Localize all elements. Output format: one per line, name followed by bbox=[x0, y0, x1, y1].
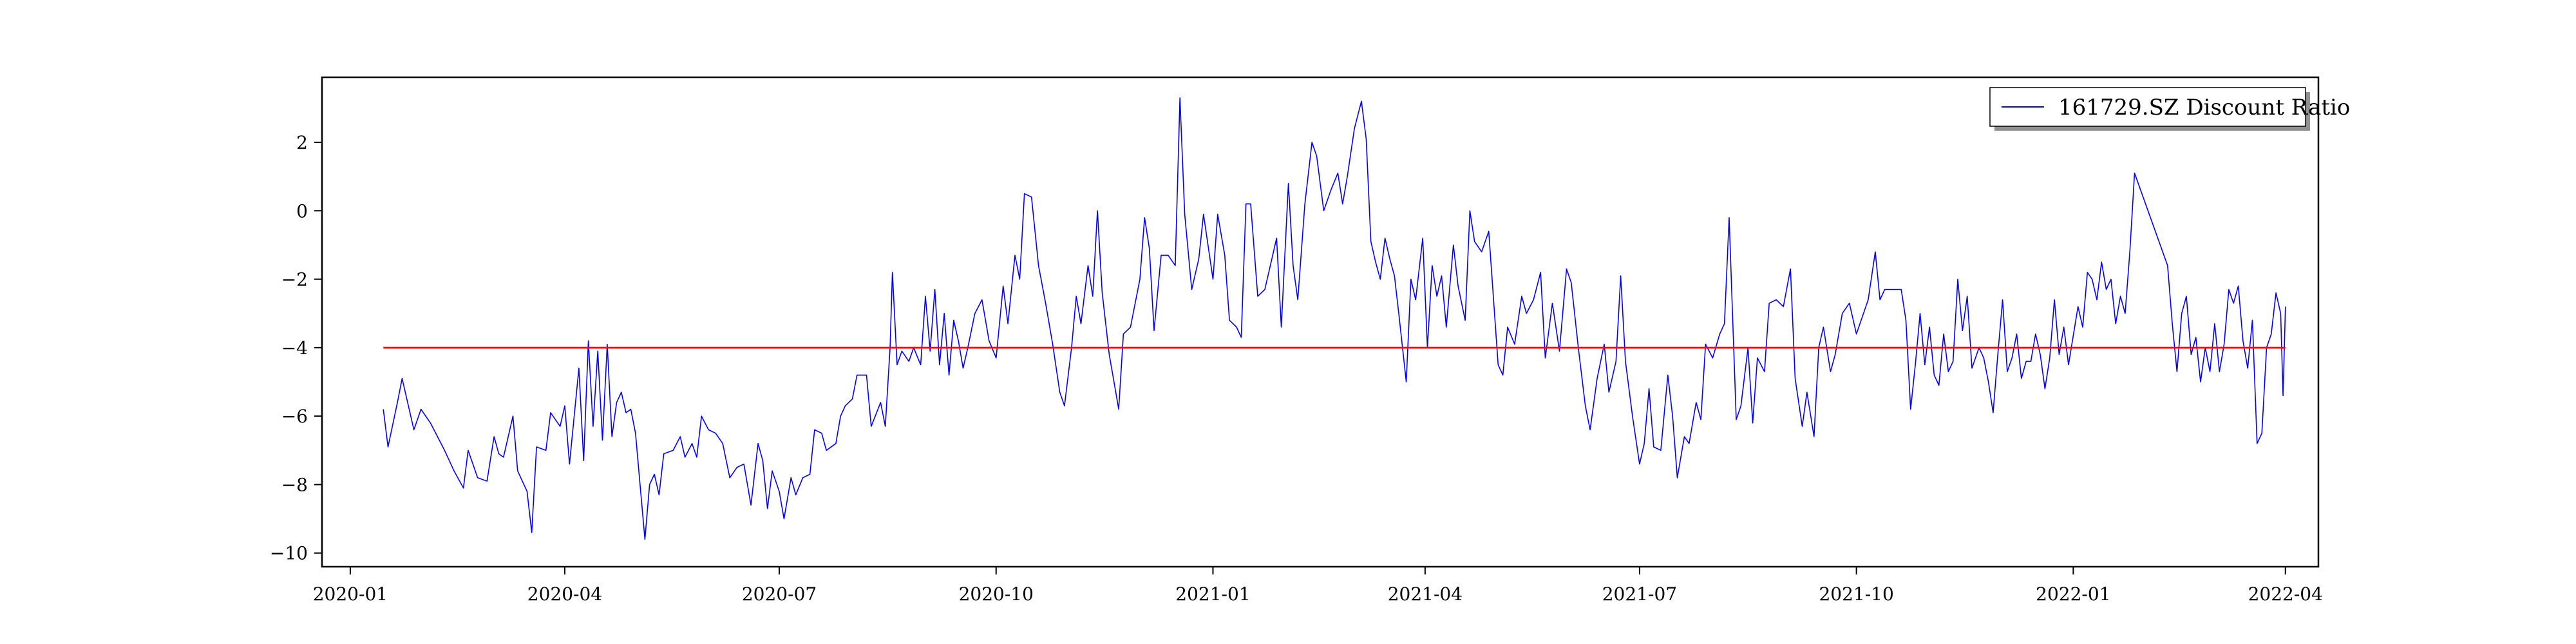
x-tick-label: 2022-01 bbox=[2036, 583, 2110, 605]
y-tick-label: 2 bbox=[296, 132, 308, 153]
x-tick-label: 2021-01 bbox=[1175, 583, 1250, 605]
y-tick-label: −2 bbox=[281, 269, 308, 290]
y-tick-label: −4 bbox=[281, 337, 308, 359]
x-tick-label: 2020-07 bbox=[742, 583, 817, 605]
x-tick-label: 2022-04 bbox=[2248, 583, 2323, 605]
x-tick-label: 2021-07 bbox=[1602, 583, 1677, 605]
x-tick-label: 2020-01 bbox=[313, 583, 388, 605]
y-tick-label: −6 bbox=[281, 406, 308, 427]
series-line-discount-ratio bbox=[383, 97, 2286, 540]
axes-frame bbox=[321, 76, 2320, 568]
series-layer bbox=[383, 97, 2286, 540]
plot-area: 2020-01 2020-04 2020-07 2020-10 2021-01 2021-… bbox=[270, 76, 2323, 605]
legend: 161729.SZ Discount Ratio bbox=[1989, 87, 2350, 131]
legend-label: 161729.SZ Discount Ratio bbox=[2058, 95, 2350, 120]
x-tick-label: 2020-10 bbox=[959, 583, 1034, 605]
y-tick-label: −10 bbox=[270, 543, 308, 564]
x-tick-label: 2021-04 bbox=[1388, 583, 1463, 605]
x-axis: 2020-01 2020-04 2020-07 2020-10 2021-01 2021-… bbox=[313, 567, 2323, 605]
x-tick-label: 2021-10 bbox=[1819, 583, 1893, 605]
y-axis: 2 0 −2 −4 −6 −8 −10 bbox=[270, 132, 322, 564]
y-tick-label: 0 bbox=[296, 200, 308, 222]
x-tick-label: 2020-04 bbox=[527, 583, 602, 605]
y-tick-label: −8 bbox=[281, 474, 308, 495]
